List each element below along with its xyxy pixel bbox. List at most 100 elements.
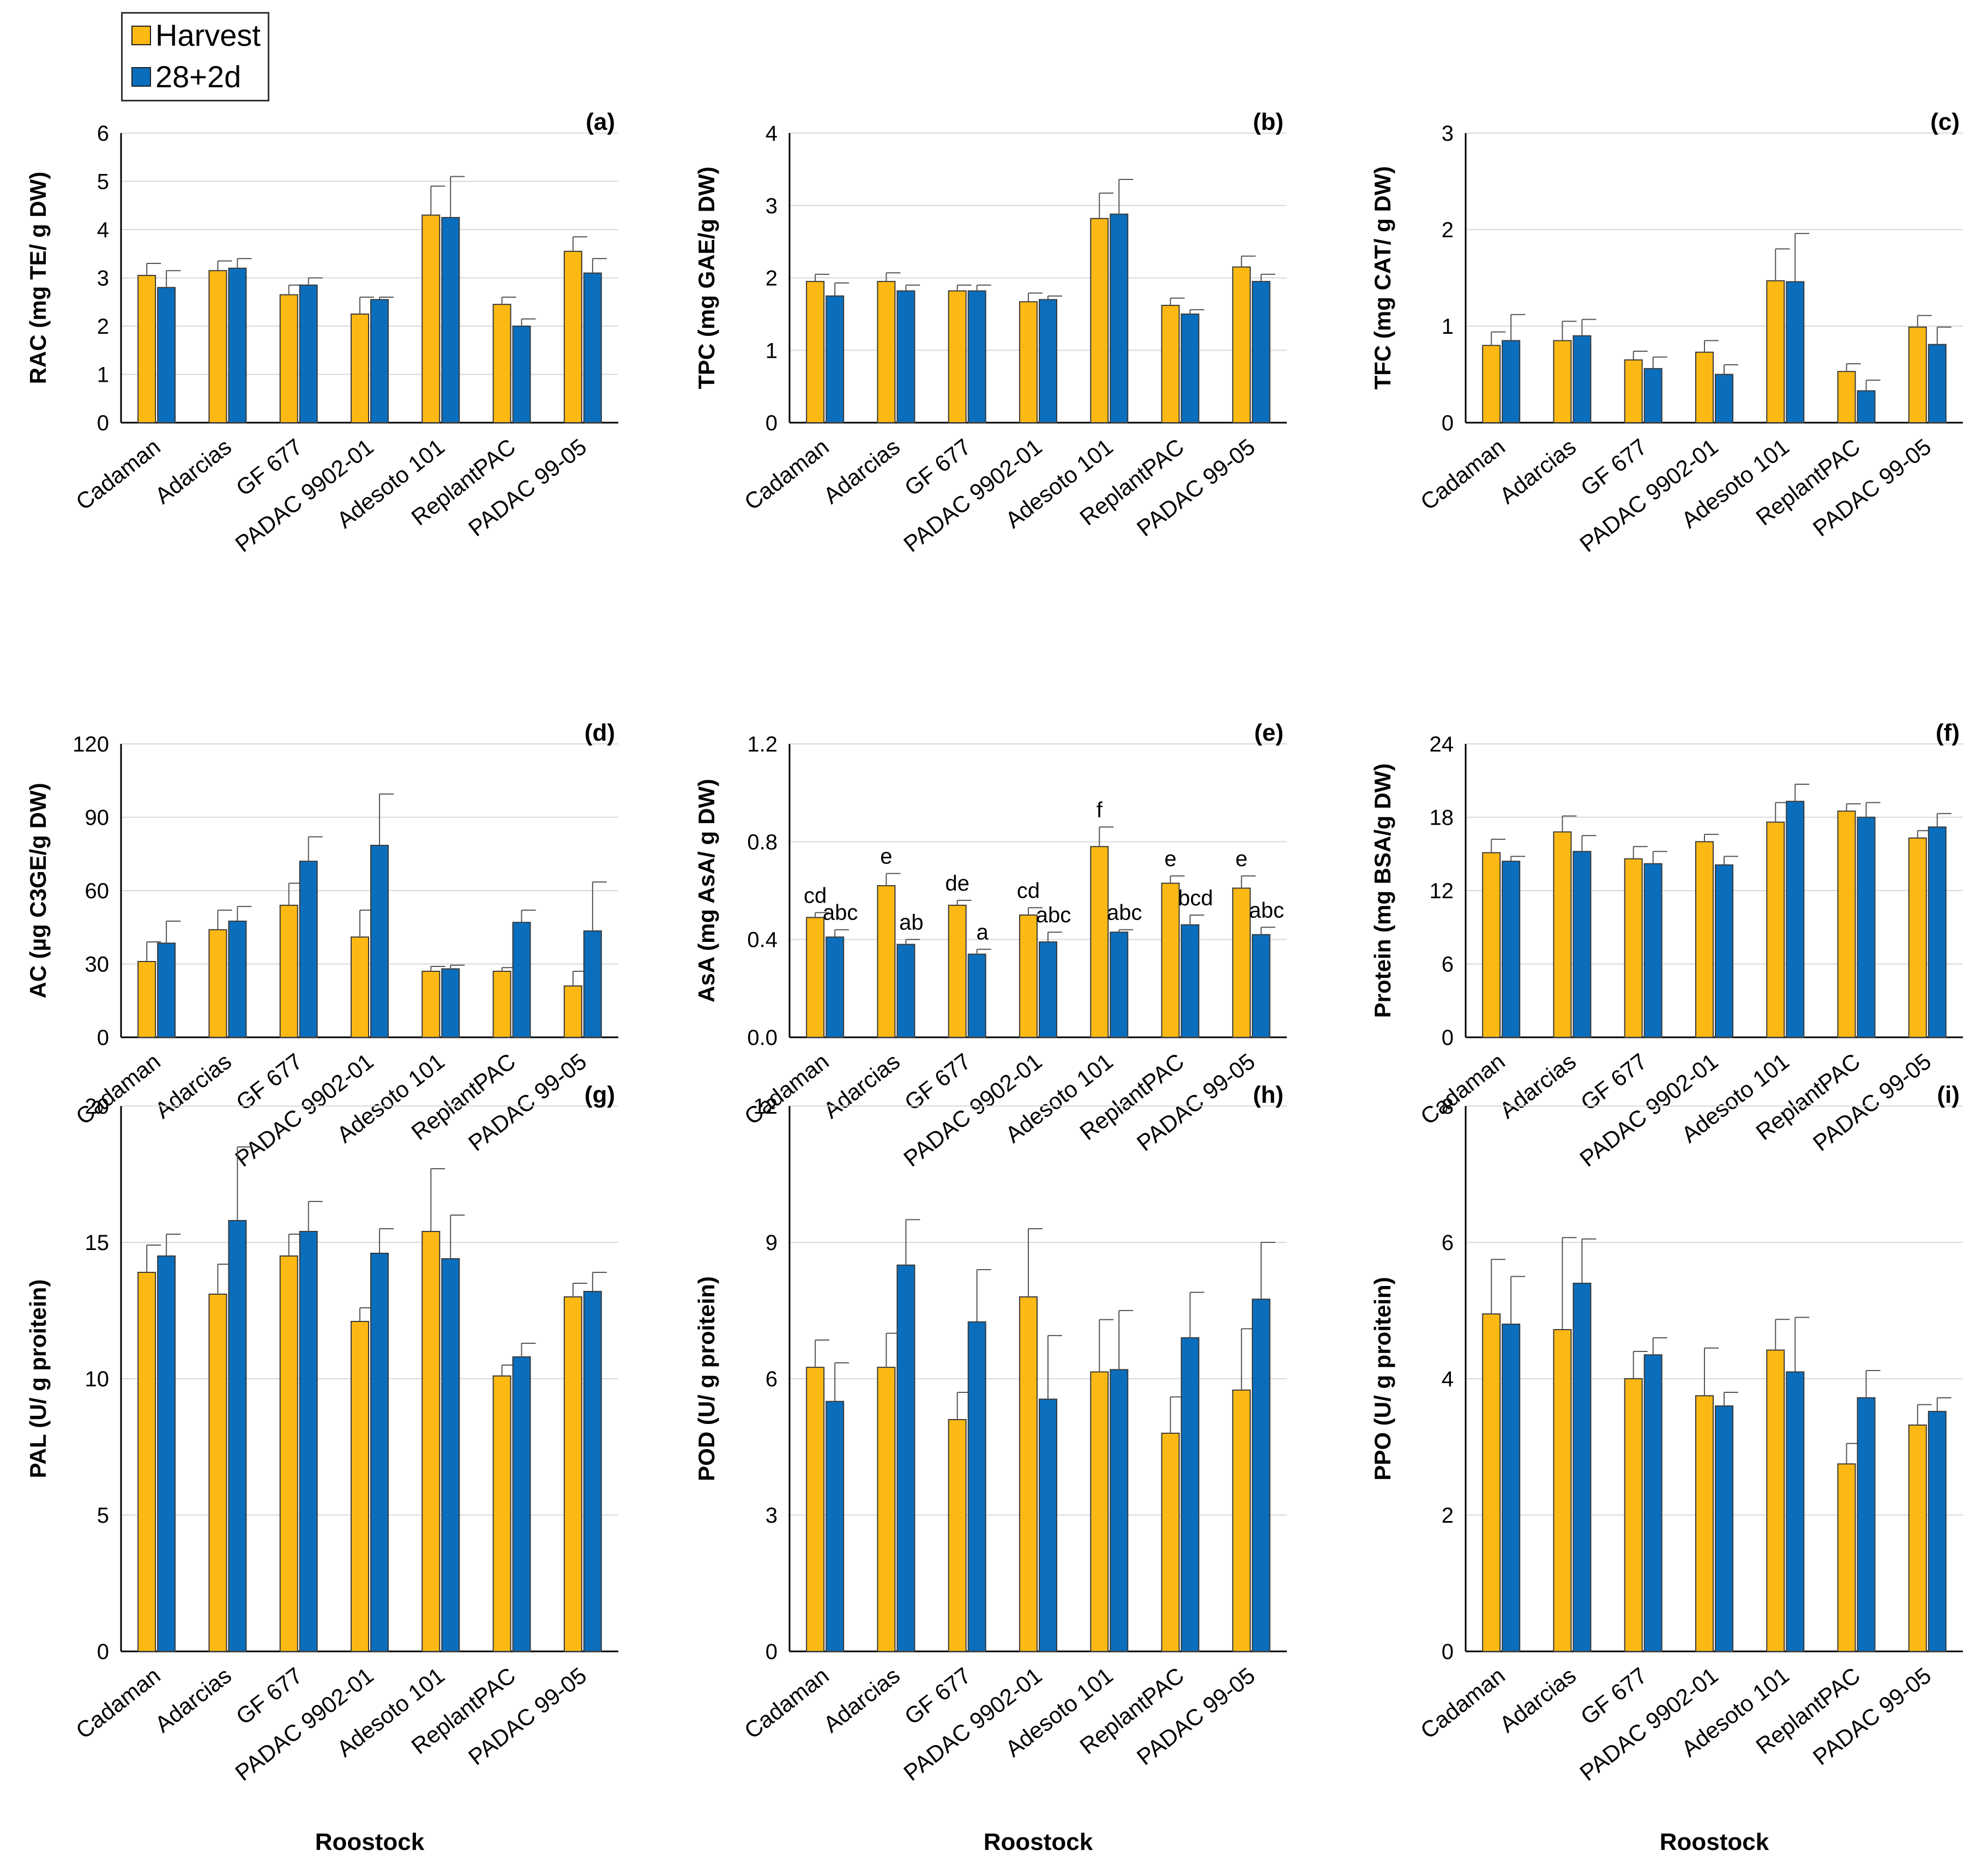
bar-28-2d-adesoto-101 [1110,1369,1129,1652]
bar-28-2d-gf-677 [967,953,986,1038]
legend-swatch-harvest [131,26,151,45]
bar-28-2d-padac-9902-01 [1039,299,1057,424]
bar-harvest-gf-677 [279,904,298,1038]
y-tick-label: 5 [97,1504,109,1528]
category-label-padac-99-05: PADAC 99-05 [1808,434,1936,542]
bar-harvest-padac-99-05 [563,985,582,1038]
bar-harvest-padac-9902-01 [1695,351,1714,423]
bar-harvest-gf-677 [1624,858,1643,1038]
panel-label: (a) [586,109,615,135]
category-label-padac-99-05: PADAC 99-05 [1132,1662,1260,1770]
bar-harvest-adesoto-101 [1766,821,1785,1038]
bar-harvest-adesoto-101 [1090,846,1109,1038]
category-label-cadaman: Cadaman [71,1662,165,1744]
bar-28-2d-adesoto-101 [441,968,460,1038]
y-tick-label: 30 [85,953,110,977]
bar-28-2d-cadaman [157,1255,176,1652]
legend-swatch-28-2d [131,67,151,87]
y-tick-label: 6 [97,122,109,146]
y-tick-label: 6 [1442,1231,1454,1255]
y-axis-title: POD (U/ g proitein) [694,1276,719,1481]
bar-harvest-padac-9902-01 [1019,914,1038,1038]
bar-harvest-adesoto-101 [1766,1349,1785,1652]
bar-harvest-padac-99-05 [1908,326,1927,424]
bar-28-2d-padac-9902-01 [370,299,389,424]
significance-letter: e [1236,847,1248,871]
bar-28-2d-adesoto-101 [1110,213,1129,423]
significance-letter: e [1164,847,1176,871]
y-tick-label: 120 [73,732,109,756]
y-tick-label: 3 [766,194,778,218]
bar-28-2d-padac-9902-01 [1715,1405,1733,1652]
y-tick-label: 6 [766,1367,778,1391]
bar-28-2d-adesoto-101 [1786,801,1805,1038]
bar-28-2d-replantpac [1180,313,1200,423]
bar-28-2d-gf-677 [299,284,318,424]
bar-28-2d-adarcias [228,921,247,1038]
bar-28-2d-cadaman [826,295,845,423]
category-label-cadaman: Cadaman [1415,1048,1509,1129]
significance-letter: de [945,872,969,896]
category-label-adarcias: Adarcias [818,434,905,509]
y-tick-label: 0.8 [747,830,778,854]
x-axis-title: Roostock [984,1829,1093,1855]
y-tick-label: 0 [766,411,778,435]
bar-harvest-padac-9902-01 [351,1321,369,1652]
y-tick-label: 0 [97,1640,109,1664]
bar-harvest-gf-677 [948,290,967,424]
category-label-padac-99-05: PADAC 99-05 [1808,1662,1936,1770]
bar-28-2d-padac-99-05 [583,272,602,423]
category-label-padac-99-05: PADAC 99-05 [463,1662,591,1770]
bar-harvest-adesoto-101 [1090,218,1109,423]
category-label-adarcias: Adarcias [1495,1662,1581,1738]
bar-28-2d-adesoto-101 [441,217,460,423]
y-tick-label: 1.2 [747,732,778,756]
panel-label: (d) [585,719,615,746]
bar-28-2d-padac-99-05 [583,1291,602,1652]
bar-harvest-replantpac [1161,304,1180,423]
y-tick-label: 60 [85,879,110,903]
y-tick-label: 0 [1442,1026,1454,1050]
bar-28-2d-gf-677 [967,290,986,424]
bar-28-2d-adarcias [896,943,915,1038]
bar-harvest-gf-677 [1624,1378,1643,1652]
y-axis-title: TFC (mg CAT/ g DW) [1370,166,1395,390]
bar-harvest-cadaman [137,961,156,1038]
bar-28-2d-padac-9902-01 [1039,941,1057,1038]
bar-harvest-replantpac [1837,371,1856,423]
bar-harvest-replantpac [492,1375,511,1652]
bar-harvest-padac-9902-01 [1019,1296,1038,1652]
y-tick-label: 0 [766,1640,778,1664]
y-tick-label: 0.0 [747,1026,778,1050]
bar-28-2d-replantpac [1857,1397,1876,1652]
y-tick-label: 2 [97,315,109,339]
legend: Harvest 28+2d [121,12,269,101]
category-label-adarcias: Adarcias [150,434,236,509]
bar-28-2d-adarcias [1573,1283,1592,1652]
bar-harvest-padac-99-05 [1908,1425,1927,1652]
bar-harvest-gf-677 [279,1255,298,1652]
bar-harvest-cadaman [806,281,825,423]
bar-28-2d-adarcias [896,1264,915,1652]
bar-28-2d-gf-677 [1643,1354,1662,1652]
bar-28-2d-cadaman [826,936,845,1038]
panel-a: 0 1 2 3 4 5 6 (a) RAC (mg TE/ g DW) CadamanAdarci… [25,109,618,557]
bar-harvest-padac-99-05 [1232,266,1251,423]
panel-c: 0 1 2 3 (c) TFC (mg CAT/ g DW) CadamanAdarcias… [1370,109,1963,557]
category-label-cadaman: Cadaman [1415,1662,1509,1744]
bar-harvest-cadaman [1482,1313,1501,1652]
panel-label: (e) [1254,719,1284,746]
y-tick-label: 0.4 [747,928,778,952]
bar-harvest-adarcias [1553,340,1572,423]
y-tick-label: 1 [766,339,778,363]
bar-28-2d-cadaman [1502,861,1521,1038]
bar-harvest-replantpac [1837,810,1856,1038]
bar-28-2d-adarcias [228,267,247,423]
category-label-cadaman: Cadaman [739,1662,833,1744]
y-axis-title: TPC (mg GAE/g DW) [694,166,719,389]
y-axis-title: Protein (mg BSA/g DW) [1370,764,1395,1018]
significance-letter: abc [823,901,858,925]
bar-28-2d-padac-9902-01 [1715,864,1733,1038]
y-tick-label: 18 [1430,806,1454,830]
